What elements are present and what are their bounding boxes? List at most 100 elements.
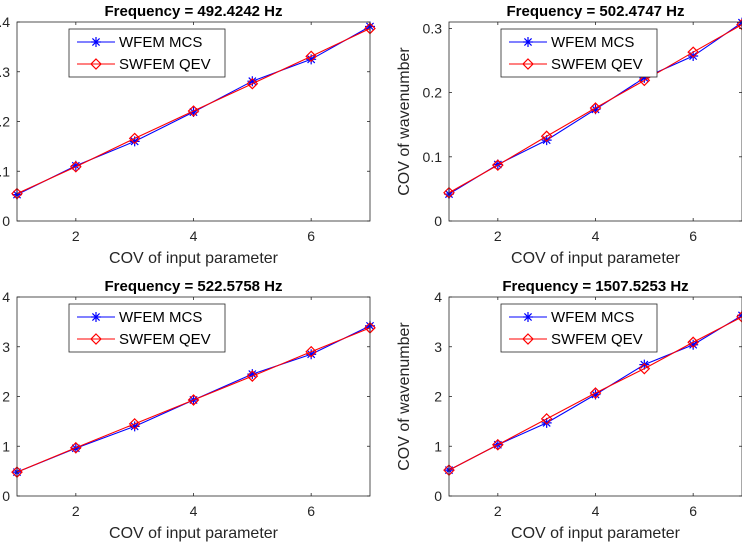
data-point (305, 50, 318, 63)
y-tick-label: 0 (2, 213, 10, 229)
legend: WFEM MCS SWFEM QEV (68, 28, 226, 78)
y-tick-label: 0.3 (423, 20, 443, 36)
data-point (128, 132, 141, 145)
data-point (639, 359, 650, 370)
data-point (128, 418, 141, 430)
y-tick-label: 1 (434, 438, 442, 454)
x-tick-label: 6 (689, 503, 697, 519)
legend-marker (91, 312, 101, 322)
y-tick-label: 0 (2, 488, 10, 504)
legend-box (500, 303, 658, 353)
y-tick-label: 2 (2, 389, 10, 405)
data-point (188, 107, 199, 118)
y-tick-label: 3 (2, 339, 10, 355)
legend: WFEM MCS SWFEM QEV (500, 28, 658, 78)
y-tick-label: 0 (434, 213, 442, 229)
chart-panel-4: 2 4 6 0 1 2 3 4 Frequency = 1507.5253 Hz COV of i… (396, 278, 742, 542)
legend-label: WFEM MCS (551, 34, 634, 51)
legend-marker (91, 37, 101, 47)
data-point (540, 130, 553, 143)
legend-label: SWFEM QEV (119, 331, 211, 348)
x-tick-label: 4 (190, 228, 198, 244)
y-tick-label: 0.2 (423, 85, 443, 101)
data-point (541, 135, 552, 146)
legend-box (500, 28, 658, 78)
data-point (638, 362, 651, 375)
data-point (688, 51, 699, 62)
y-tick-label: 0.2 (0, 114, 10, 130)
x-tick-label: 4 (190, 503, 198, 519)
x-tick-label: 4 (592, 228, 600, 244)
data-point (590, 389, 601, 400)
data-point (129, 421, 140, 432)
legend-marker (522, 58, 534, 70)
legend-marker (523, 37, 533, 47)
data-point (306, 349, 317, 360)
y-tick-label: 3 (434, 339, 442, 355)
legend-label: SWFEM QEV (119, 56, 211, 73)
legend-label: SWFEM QEV (551, 331, 643, 348)
chart-title: Frequency = 502.4747 Hz (506, 3, 684, 20)
data-point (246, 370, 259, 382)
data-point (247, 76, 258, 87)
data-point (590, 104, 601, 115)
data-point (70, 160, 81, 171)
y-axis-label: COV of wavenumber (396, 322, 413, 471)
legend-box (68, 303, 226, 353)
y-tick-label: 1 (2, 438, 10, 454)
y-tick-label: 0.1 (423, 149, 443, 165)
series-line (16, 327, 371, 473)
x-tick-label: 6 (307, 503, 315, 519)
data-point (129, 136, 140, 147)
data-point (736, 18, 742, 31)
legend-marker (90, 58, 102, 70)
chart-title: Frequency = 492.4242 Hz (104, 3, 282, 20)
legend-label: WFEM MCS (119, 34, 202, 51)
y-tick-label: 0.3 (0, 64, 10, 80)
data-point (247, 369, 258, 380)
data-point (305, 345, 318, 358)
legend-label: WFEM MCS (551, 309, 634, 326)
y-tick-label: 2 (434, 389, 442, 405)
x-axis-label: COV of input parameter (511, 525, 681, 542)
data-point (491, 159, 504, 172)
data-point (687, 336, 700, 349)
y-tick-label: 0 (434, 488, 442, 504)
data-point (69, 441, 82, 454)
x-axis-label: COV of input parameter (109, 525, 279, 542)
data-point (491, 438, 504, 451)
data-point (688, 339, 699, 350)
data-point (187, 105, 200, 117)
chart-panel-2: 2 4 6 0 0.1 0.2 0.3 Frequency = 502.4747 Hz COV … (396, 3, 742, 267)
x-tick-label: 2 (72, 228, 80, 244)
y-axis-label: COV of wavenumber (396, 47, 413, 196)
data-point (589, 387, 602, 399)
x-tick-label: 6 (307, 228, 315, 244)
legend-label: WFEM MCS (119, 309, 202, 326)
x-tick-label: 2 (494, 503, 502, 519)
x-tick-label: 4 (592, 503, 600, 519)
series-line (16, 27, 371, 195)
data-point (69, 160, 82, 173)
y-tick-label: 0.4 (0, 14, 10, 30)
data-point (246, 77, 259, 90)
data-point (639, 72, 650, 83)
x-axis-label: COV of input parameter (511, 250, 681, 267)
data-point (541, 417, 552, 428)
x-tick-label: 2 (72, 503, 80, 519)
data-point (589, 102, 602, 114)
data-point (638, 74, 651, 87)
legend-label: SWFEM QEV (551, 56, 643, 73)
chart-panel-1: 2 4 6 0 0.1 0.2 0.3 0.4 Frequency = 492.4242 Hz C… (0, 3, 376, 267)
x-tick-label: 6 (689, 228, 697, 244)
data-point (540, 413, 553, 425)
chart-title: Frequency = 522.5758 Hz (104, 278, 282, 295)
data-point (306, 54, 317, 65)
series-line (448, 316, 742, 471)
legend: WFEM MCS SWFEM QEV (68, 303, 226, 353)
legend-marker (523, 312, 533, 322)
legend-box (68, 28, 226, 78)
legend-marker (522, 333, 534, 345)
chart-panel-3: 2 4 6 0 1 2 3 4 Frequency = 522.5758 Hz COV of in… (2, 278, 376, 542)
